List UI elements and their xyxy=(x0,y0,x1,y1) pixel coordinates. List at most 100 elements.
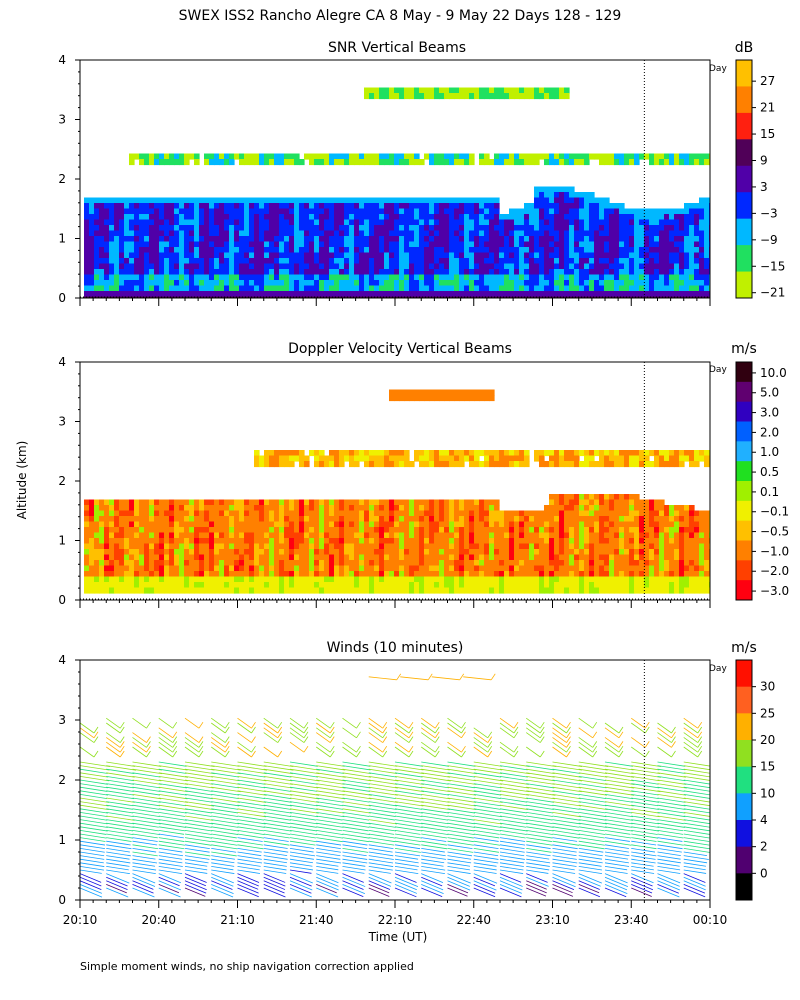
heat-cell xyxy=(269,521,275,528)
heat-cell xyxy=(394,538,400,545)
heat-cell xyxy=(154,587,160,594)
heat-cell xyxy=(574,538,580,545)
heat-cell xyxy=(354,499,360,506)
heat-cell xyxy=(404,87,410,94)
heat-cell xyxy=(549,258,555,265)
heat-cell xyxy=(539,280,545,287)
heat-cell xyxy=(239,280,245,287)
heat-cell xyxy=(169,208,175,215)
heat-cell xyxy=(124,203,130,210)
heat-cell xyxy=(529,296,535,298)
heat-cell xyxy=(499,455,505,462)
heat-cell xyxy=(374,521,380,528)
heat-cell xyxy=(679,247,685,254)
heat-cell xyxy=(429,455,435,462)
heat-cell xyxy=(434,554,440,561)
heat-cell xyxy=(259,516,265,523)
heat-cell xyxy=(169,214,175,221)
heat-cell xyxy=(434,230,440,237)
heat-cell xyxy=(529,219,535,226)
heat-cell xyxy=(634,236,640,243)
heat-cell xyxy=(484,230,490,237)
heat-cell xyxy=(409,571,415,578)
heat-cell xyxy=(509,565,515,572)
heat-cell xyxy=(609,538,615,545)
heat-cell xyxy=(284,538,290,545)
heat-cell xyxy=(169,560,175,567)
heat-cell xyxy=(334,554,340,561)
heat-cell xyxy=(339,549,345,556)
heat-cell xyxy=(394,93,400,100)
heat-cell xyxy=(84,499,90,506)
heat-cell xyxy=(414,538,420,545)
heat-cell xyxy=(164,153,170,160)
heat-cell xyxy=(594,450,600,457)
heat-cell xyxy=(274,582,280,589)
heat-cell xyxy=(344,510,350,517)
heat-cell xyxy=(319,576,325,583)
heat-cell xyxy=(104,565,110,572)
heat-cell xyxy=(509,455,515,462)
heat-cell xyxy=(319,197,325,204)
heat-cell xyxy=(409,521,415,528)
heat-cell xyxy=(309,236,315,243)
heat-cell xyxy=(289,538,295,545)
heat-cell xyxy=(579,280,585,287)
heat-cell xyxy=(614,516,620,523)
heat-cell xyxy=(209,236,215,243)
heat-cell xyxy=(219,582,225,589)
heat-cell xyxy=(214,241,220,248)
heat-cell xyxy=(169,571,175,578)
heat-cell xyxy=(454,159,460,166)
heat-cell xyxy=(554,521,560,528)
heat-cell xyxy=(224,241,230,248)
heat-cell xyxy=(479,258,485,265)
heat-cell xyxy=(234,203,240,210)
heat-cell xyxy=(239,159,245,166)
heat-cell xyxy=(119,280,125,287)
heat-cell xyxy=(584,197,590,204)
heat-cell xyxy=(539,521,545,528)
heat-cell xyxy=(609,263,615,270)
heat-cell xyxy=(424,269,430,276)
heat-cell xyxy=(444,510,450,517)
heat-cell xyxy=(279,450,285,457)
heat-cell xyxy=(364,203,370,210)
heat-cell xyxy=(254,225,260,232)
heat-cell xyxy=(449,582,455,589)
heat-cell xyxy=(334,499,340,506)
heat-cell xyxy=(234,247,240,254)
heat-cell xyxy=(524,153,530,160)
heat-cell xyxy=(409,93,415,100)
heat-cell xyxy=(669,285,675,292)
heat-cell xyxy=(584,494,590,501)
heat-cell xyxy=(394,291,400,298)
heat-cell xyxy=(619,543,625,550)
heat-cell xyxy=(369,565,375,572)
heat-cell xyxy=(604,582,610,589)
heat-cell xyxy=(689,285,695,292)
heat-cell xyxy=(584,505,590,512)
heat-cell xyxy=(429,269,435,276)
heat-cell xyxy=(629,153,635,160)
heat-cell xyxy=(164,159,170,166)
heat-cell xyxy=(604,516,610,523)
heat-cell xyxy=(439,543,445,550)
heat-cell xyxy=(149,565,155,572)
heat-cell xyxy=(584,296,590,298)
heat-cell xyxy=(554,208,560,215)
heat-cell xyxy=(579,252,585,259)
heat-cell xyxy=(544,274,550,281)
heat-cell xyxy=(164,587,170,594)
colorbar-swatch xyxy=(736,86,752,114)
heat-cell xyxy=(504,274,510,281)
heat-cell xyxy=(84,532,90,539)
heat-cell xyxy=(429,571,435,578)
heat-cell xyxy=(279,538,285,545)
heat-cell xyxy=(479,291,485,298)
heat-cell xyxy=(324,197,330,204)
heat-cell xyxy=(664,236,670,243)
heat-cell xyxy=(409,153,415,160)
heat-cell xyxy=(84,208,90,215)
heat-cell xyxy=(319,280,325,287)
